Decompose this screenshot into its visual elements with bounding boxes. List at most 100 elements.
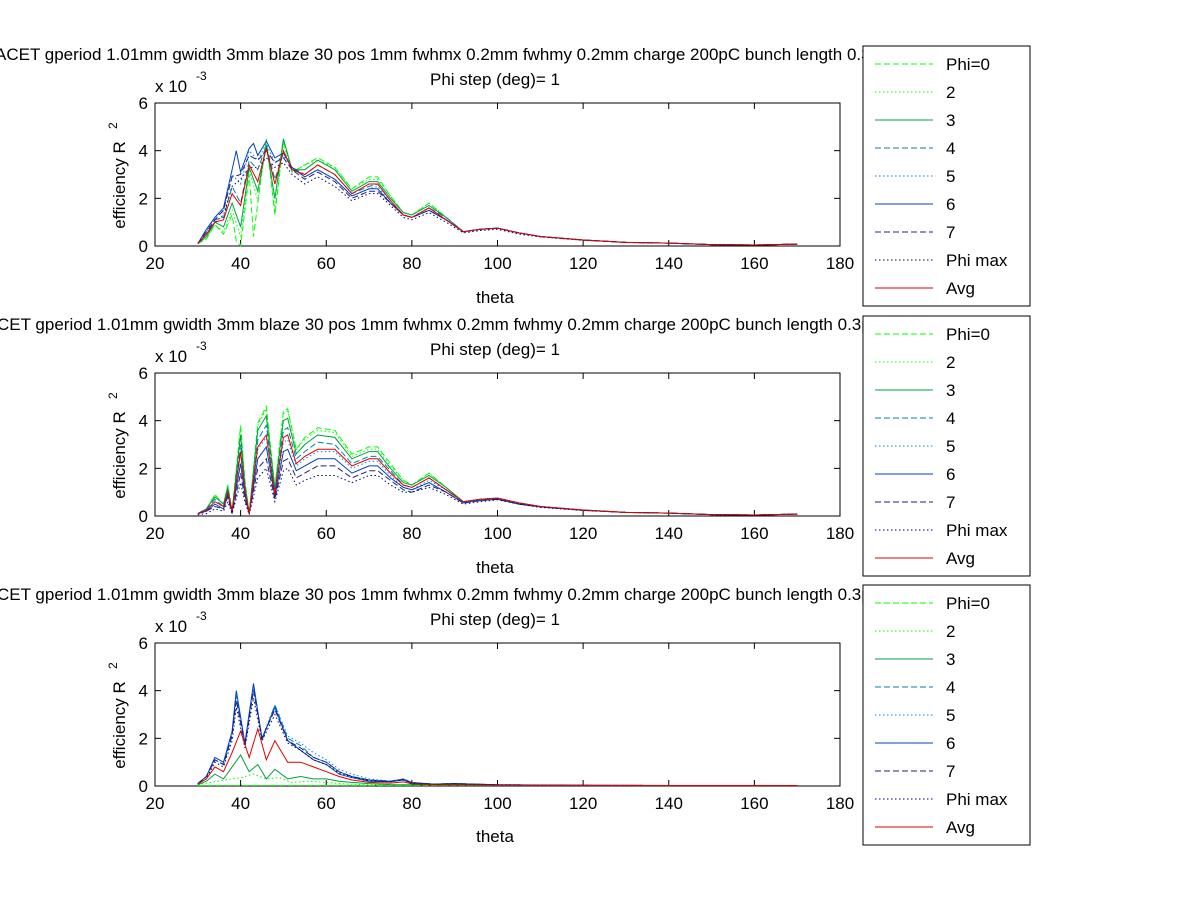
legend-entry-label: Avg [946, 549, 975, 568]
subplot-3-x-axis-label: theta [476, 827, 514, 846]
subplot-1-plot-area: 20 40 60 80 100 120 140 160 180 0 2 4 6 [139, 94, 855, 273]
legend-entry-label: 4 [946, 409, 955, 428]
legend-entry-label: 6 [946, 465, 955, 484]
subplot-3-subtitle: Phi step (deg)= 1 [430, 610, 560, 629]
subplot-2-y-axis-label-group: efficiency R 2 [106, 392, 129, 499]
x-tick-label: 180 [826, 794, 854, 813]
legend-entry-label: 3 [946, 111, 955, 130]
legend-box [862, 584, 1031, 846]
y-tick-label: 2 [139, 459, 148, 478]
x-tick-label: 180 [826, 524, 854, 543]
legend-entry-label: 3 [946, 650, 955, 669]
legend-entry-label: 7 [946, 762, 955, 781]
subplot-2-legend: Phi=0 2 3 4 5 6 7 Phi max Avg [862, 315, 1031, 577]
series-line-2 [197, 773, 798, 786]
legend-box [862, 315, 1031, 577]
subplot-3-y-axis-label-group: efficiency R 2 [106, 662, 129, 769]
legend-entry-label: 5 [946, 437, 955, 456]
legend-entry-label: 5 [946, 167, 955, 186]
subplot-3-y-multiplier: x 10 [155, 617, 187, 636]
y-tick-label: 0 [139, 237, 148, 256]
y-tick-label: 6 [139, 634, 148, 653]
series-line-7 [197, 690, 798, 786]
subplot-3-title: CET gperiod 1.01mm gwidth 3mm blaze 30 p… [0, 585, 879, 604]
legend-entry-label: Phi=0 [946, 55, 990, 74]
x-tick-label: 60 [317, 254, 336, 273]
x-tick-label: 100 [483, 254, 511, 273]
x-tick-label: 180 [826, 254, 854, 273]
subplot-1-title: ACET gperiod 1.01mm gwidth 3mm blaze 30 … [0, 45, 889, 64]
subplot-1-y-axis-label-group: efficiency R 2 [106, 122, 129, 229]
legend-entry-label: Phi max [946, 521, 1008, 540]
subplot-1: ACET gperiod 1.01mm gwidth 3mm blaze 30 … [0, 45, 1031, 307]
subplot-3: CET gperiod 1.01mm gwidth 3mm blaze 30 p… [0, 584, 1031, 846]
x-tick-label: 120 [569, 794, 597, 813]
x-tick-label: 40 [231, 794, 250, 813]
subplot-1-y-multiplier-exponent: -3 [196, 69, 207, 83]
legend-entry-label: 4 [946, 139, 955, 158]
x-tick-label: 140 [655, 524, 683, 543]
subplot-2: CET gperiod 1.01mm gwidth 3mm blaze 30 p… [0, 315, 1031, 577]
y-tick-label: 4 [139, 682, 148, 701]
x-tick-label: 80 [402, 524, 421, 543]
series-line-1 [197, 138, 798, 248]
legend-entry-label: Phi max [946, 251, 1008, 270]
x-tick-label: 140 [655, 794, 683, 813]
legend-entry-label: 6 [946, 195, 955, 214]
series-line-9 [197, 148, 798, 246]
x-tick-label: 40 [231, 254, 250, 273]
legend-entry-label: Phi=0 [946, 325, 990, 344]
subplot-3-legend: Phi=0 2 3 4 5 6 7 Phi max Avg [862, 584, 1031, 846]
subplot-3-y-multiplier-exponent: -3 [196, 609, 207, 623]
subplot-2-subtitle: Phi step (deg)= 1 [430, 340, 560, 359]
legend-entry-label: Phi=0 [946, 594, 990, 613]
subplot-3-y-axis-label-superscript: 2 [106, 662, 120, 669]
x-tick-label: 160 [740, 794, 768, 813]
legend-entry-label: Phi max [946, 790, 1008, 809]
subplot-1-y-axis-label-superscript: 2 [106, 122, 120, 129]
legend-entry-label: 2 [946, 83, 955, 102]
legend-entry-label: 6 [946, 734, 955, 753]
x-tick-label: 20 [146, 254, 165, 273]
subplot-1-subtitle: Phi step (deg)= 1 [430, 70, 560, 89]
series-line-9 [197, 433, 798, 516]
subplot-3-y-axis-label: efficiency R [110, 681, 129, 769]
x-tick-label: 20 [146, 524, 165, 543]
y-tick-label: 2 [139, 189, 148, 208]
legend-entry-label: 4 [946, 678, 955, 697]
legend-box [862, 45, 1031, 307]
subplot-2-y-multiplier: x 10 [155, 347, 187, 366]
x-tick-label: 100 [483, 524, 511, 543]
y-tick-label: 4 [139, 412, 148, 431]
x-tick-label: 80 [402, 794, 421, 813]
legend-entry-label: 5 [946, 706, 955, 725]
legend-entry-label: 2 [946, 622, 955, 641]
x-tick-label: 100 [483, 794, 511, 813]
series-line-5 [197, 142, 798, 246]
x-tick-label: 60 [317, 794, 336, 813]
y-tick-label: 6 [139, 364, 148, 383]
legend-entry-label: 7 [946, 493, 955, 512]
y-tick-label: 6 [139, 94, 148, 113]
y-tick-label: 0 [139, 777, 148, 796]
series-line-9 [197, 726, 798, 786]
legend-entry-label: 2 [946, 353, 955, 372]
y-tick-label: 2 [139, 729, 148, 748]
x-tick-label: 140 [655, 254, 683, 273]
legend-entry-label: Avg [946, 279, 975, 298]
subplot-2-x-axis-label: theta [476, 558, 514, 577]
x-tick-label: 40 [231, 524, 250, 543]
subplot-2-y-axis-label: efficiency R [110, 411, 129, 499]
x-tick-label: 60 [317, 524, 336, 543]
subplot-3-plot-area: 20 40 60 80 100 120 140 160 180 0 2 4 6 [139, 634, 855, 813]
legend-entry-label: 7 [946, 223, 955, 242]
subplot-1-legend: Phi=0 2 3 4 5 6 7 Phi max Avg [862, 45, 1031, 307]
x-tick-label: 120 [569, 524, 597, 543]
subplot-2-title: CET gperiod 1.01mm gwidth 3mm blaze 30 p… [0, 315, 879, 334]
subplot-2-y-axis-label-superscript: 2 [106, 392, 120, 399]
y-tick-label: 0 [139, 507, 148, 526]
subplot-1-x-axis-label: theta [476, 288, 514, 307]
series-line-8 [197, 157, 798, 246]
x-tick-label: 160 [740, 524, 768, 543]
